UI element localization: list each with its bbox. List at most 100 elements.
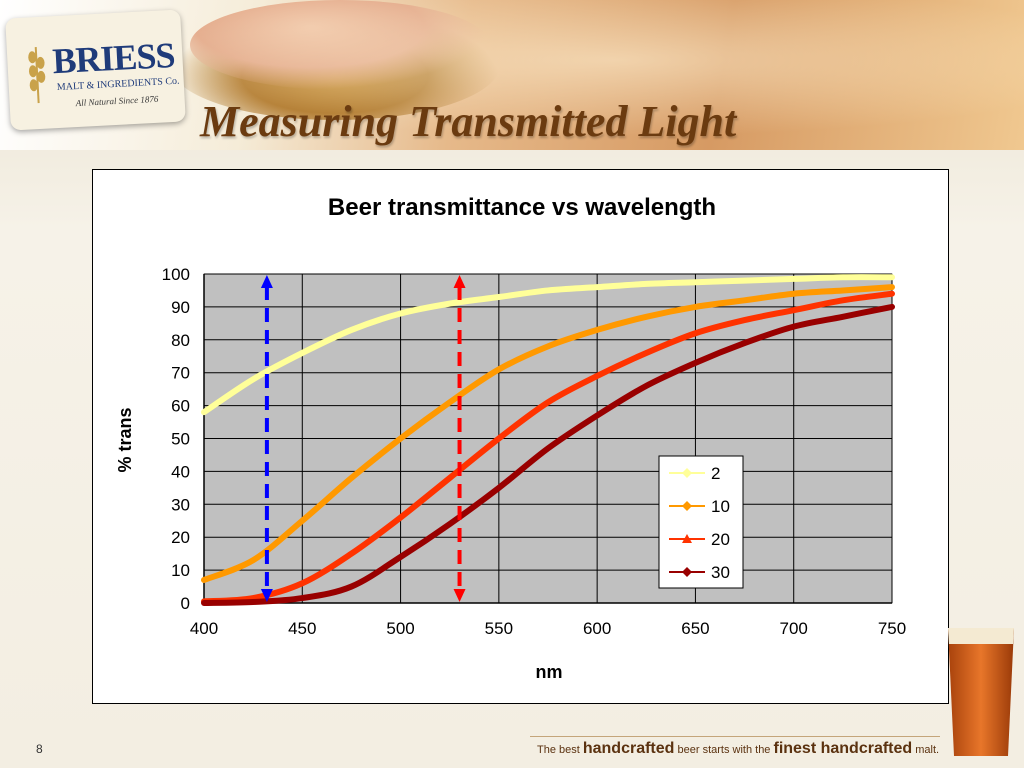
y-tick-label: 0: [181, 594, 190, 613]
series-point-2: [643, 281, 649, 287]
series-point-30: [299, 595, 305, 601]
series-point-2: [398, 310, 404, 316]
series-point-30: [840, 314, 846, 320]
series-point-30: [348, 584, 354, 590]
series-point-30: [742, 340, 748, 346]
x-tick-label: 600: [583, 619, 611, 638]
briess-logo: BRIESS MALT & INGREDIENTS Co. All Natura…: [5, 9, 186, 131]
series-point-10: [889, 284, 895, 290]
series-point-20: [692, 330, 698, 336]
series-point-2: [348, 327, 354, 333]
x-axis-label: nm: [536, 662, 563, 682]
beer-glass-image: [948, 628, 1014, 756]
series-point-30: [496, 485, 502, 491]
tagline-part-1: The best: [537, 744, 583, 756]
x-tick-label: 750: [878, 619, 906, 638]
red-marker-arrow-bottom: [453, 589, 466, 602]
y-tick-label: 80: [171, 331, 190, 350]
series-point-30: [250, 599, 256, 605]
legend-label-30: 30: [711, 563, 730, 582]
series-point-2: [545, 287, 551, 293]
legend-marker-2: [682, 468, 692, 478]
series-point-20: [742, 317, 748, 323]
y-tick-label: 20: [171, 528, 190, 547]
series-point-2: [742, 278, 748, 284]
tagline-part-4: finest handcrafted: [773, 740, 913, 757]
tagline-part-2: handcrafted: [582, 740, 675, 757]
footer-rule: [530, 736, 940, 737]
series-point-20: [791, 307, 797, 313]
series-point-20: [398, 514, 404, 520]
series-point-20: [643, 350, 649, 356]
series-point-20: [594, 373, 600, 379]
legend-marker-30: [682, 567, 692, 577]
x-tick-label: 700: [780, 619, 808, 638]
series-point-30: [201, 600, 207, 606]
y-tick-label: 90: [171, 298, 190, 317]
series-point-10: [545, 343, 551, 349]
series-point-10: [742, 297, 748, 303]
series-point-30: [692, 360, 698, 366]
series-point-2: [250, 376, 256, 382]
series-point-30: [791, 324, 797, 330]
y-tick-label: 60: [171, 397, 190, 416]
legend-label-20: 20: [711, 530, 730, 549]
chart-title: Beer transmittance vs wavelength: [328, 194, 716, 221]
footer-tagline: The best handcrafted beer starts with th…: [537, 740, 939, 758]
series-point-10: [447, 399, 453, 405]
series-point-10: [496, 366, 502, 372]
series-point-2: [889, 274, 895, 280]
series-point-30: [889, 304, 895, 310]
series-point-30: [447, 521, 453, 527]
x-tick-label: 650: [681, 619, 709, 638]
series-point-10: [791, 291, 797, 297]
logo-name: BRIESS: [51, 34, 176, 82]
wheat-icon: [28, 47, 46, 104]
y-tick-label: 30: [171, 495, 190, 514]
transmittance-chart: Beer transmittance vs wavelength % trans…: [115, 194, 906, 682]
series-point-10: [594, 327, 600, 333]
y-tick-label: 40: [171, 462, 190, 481]
y-tick-label: 50: [171, 430, 190, 449]
series-point-2: [840, 274, 846, 280]
x-tick-label: 550: [485, 619, 513, 638]
series-point-10: [250, 557, 256, 563]
x-tick-label: 450: [288, 619, 316, 638]
logo-since: All Natural Since 1876: [75, 93, 159, 109]
series-point-2: [594, 284, 600, 290]
series-point-20: [299, 580, 305, 586]
series-point-10: [299, 518, 305, 524]
series-point-20: [889, 291, 895, 297]
series-point-10: [398, 436, 404, 441]
slide-number: 8: [36, 742, 43, 756]
series-point-20: [545, 399, 551, 405]
series-point-30: [398, 554, 404, 560]
legend-label-2: 2: [711, 464, 720, 483]
legend-marker-20: [682, 534, 692, 543]
series-point-2: [299, 350, 305, 356]
red-marker-arrow-top: [453, 275, 466, 288]
y-tick-label: 10: [171, 561, 190, 580]
series-point-10: [201, 577, 207, 583]
series-point-10: [692, 304, 698, 310]
series-point-20: [840, 297, 846, 303]
chart-container: Beer transmittance vs wavelength % trans…: [92, 169, 949, 704]
series-point-30: [545, 445, 551, 451]
series-point-2: [692, 279, 698, 285]
series-point-20: [447, 475, 453, 481]
legend-label-10: 10: [711, 497, 730, 516]
series-point-2: [447, 301, 453, 307]
series-point-10: [840, 287, 846, 293]
series-point-30: [594, 412, 600, 418]
series-point-20: [496, 436, 502, 441]
series-point-30: [643, 383, 649, 389]
series-point-2: [791, 276, 797, 282]
blue-marker-arrow-top: [260, 275, 273, 288]
page-title: Measuring Transmitted Light: [200, 97, 737, 146]
series-point-2: [201, 409, 207, 415]
x-tick-label: 400: [190, 619, 218, 638]
series-point-10: [348, 475, 354, 481]
y-axis-label: % trans: [115, 407, 135, 472]
series-point-20: [348, 551, 354, 557]
legend-box: [658, 455, 744, 589]
